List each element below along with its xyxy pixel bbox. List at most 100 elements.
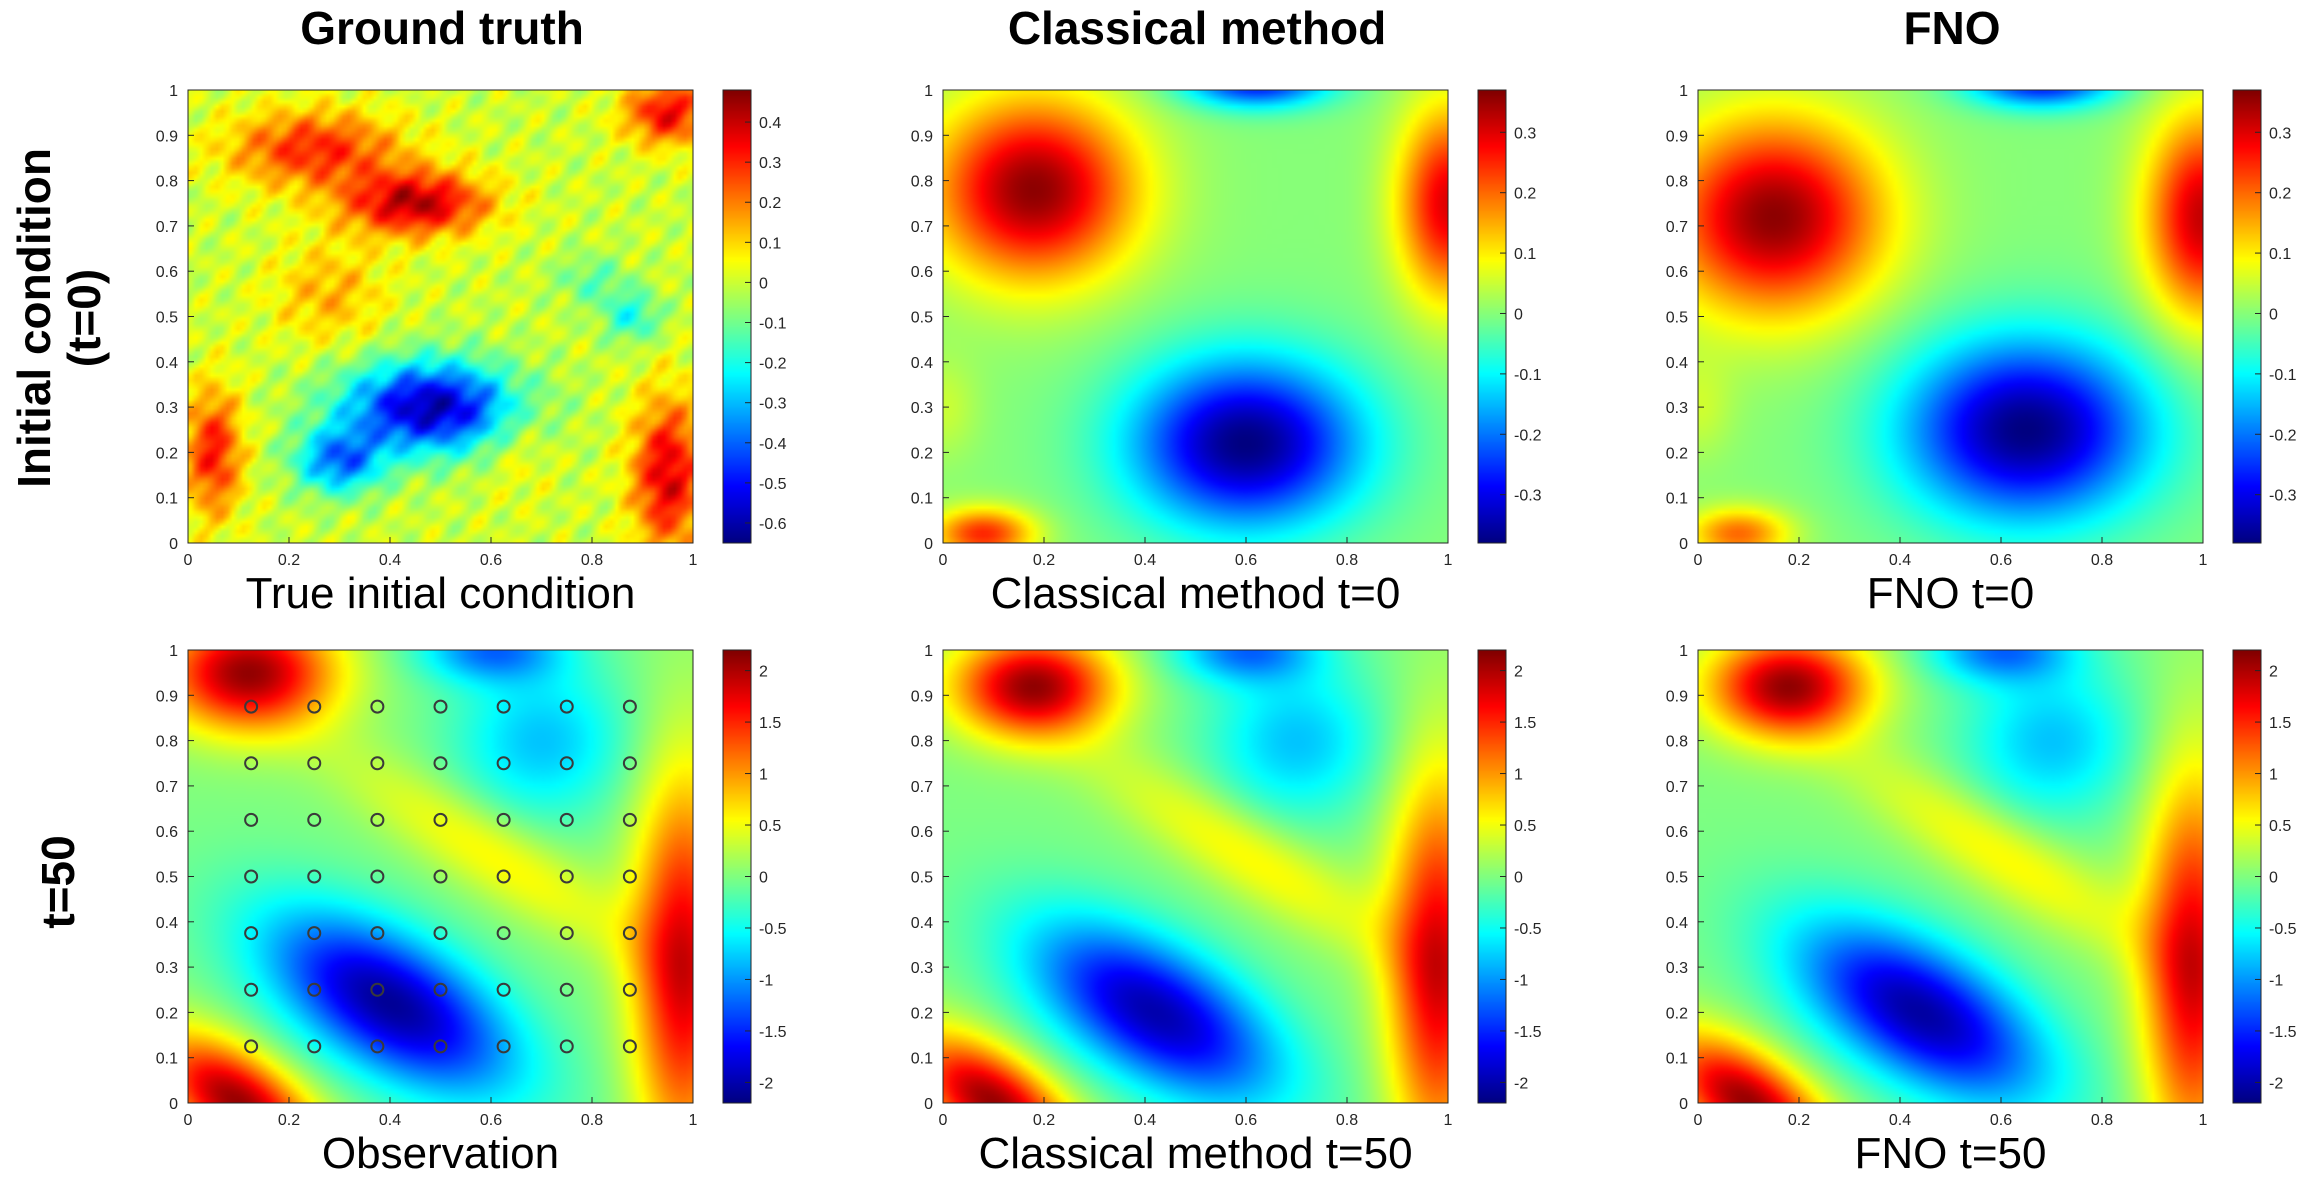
colorbar-tick-label: 0 xyxy=(1514,870,1523,887)
observation-point xyxy=(433,926,448,941)
y-tick-label: 0.6 xyxy=(1666,824,1688,841)
y-tick-label: 0.1 xyxy=(911,491,933,508)
y-tick-label: 0.1 xyxy=(1666,491,1688,508)
colorbar-tick-label: 1.5 xyxy=(1514,715,1536,732)
colorbar-tick-label: 1.5 xyxy=(759,715,781,732)
observation-point xyxy=(622,926,637,941)
colorbar-tick-label: -0.6 xyxy=(759,516,787,533)
panel-caption: True initial condition xyxy=(246,569,636,618)
y-tick-label: 0.9 xyxy=(156,688,178,705)
colorbar-tick-label: 0.1 xyxy=(759,235,781,252)
observation-point xyxy=(559,812,574,827)
colorbar-tick-label: -2 xyxy=(2269,1075,2283,1092)
y-tick-label: 0.2 xyxy=(156,445,178,462)
heatmap-p10 xyxy=(188,650,693,1103)
x-tick-label: 0.2 xyxy=(1033,1112,1055,1129)
observation-point xyxy=(433,982,448,997)
y-tick-label: 0.4 xyxy=(911,915,933,932)
colorbar-tick-label: 0.5 xyxy=(2269,818,2291,835)
y-tick-label: 0.6 xyxy=(911,824,933,841)
colorbar-tick-label: 0.1 xyxy=(1514,246,1536,263)
y-tick-label: 0.2 xyxy=(911,445,933,462)
observation-point xyxy=(622,756,637,771)
y-tick-label: 0.9 xyxy=(911,128,933,145)
observation-point xyxy=(370,869,385,884)
x-tick-label: 0 xyxy=(1694,552,1703,569)
colorbar-tick-label: 0 xyxy=(759,870,768,887)
y-tick-label: 0 xyxy=(1679,1096,1688,1113)
y-tick-label: 0.6 xyxy=(1666,264,1688,281)
colorbar-tick-label: 0 xyxy=(2269,870,2278,887)
y-tick-label: 0 xyxy=(924,1096,933,1113)
colorbar-tick-label: 2 xyxy=(2269,664,2278,681)
panel-caption: FNO t=0 xyxy=(1867,569,2035,618)
y-tick-label: 0.8 xyxy=(156,174,178,191)
observation-point xyxy=(622,812,637,827)
observation-point xyxy=(370,1039,385,1054)
x-tick-label: 0 xyxy=(184,1112,193,1129)
colorbar-tick-label: 0.5 xyxy=(759,818,781,835)
y-tick-label: 0.3 xyxy=(1666,400,1688,417)
y-tick-label: 0.8 xyxy=(911,174,933,191)
y-tick-label: 1 xyxy=(924,83,933,100)
colorbar-tick-label: -0.1 xyxy=(2269,367,2297,384)
x-tick-label: 0.4 xyxy=(1889,552,1911,569)
x-tick-label: 1 xyxy=(689,1112,698,1129)
x-tick-label: 0.8 xyxy=(581,1112,603,1129)
observation-point xyxy=(559,926,574,941)
x-tick-label: 0.4 xyxy=(1889,1112,1911,1129)
heatmap-p01 xyxy=(943,90,1448,543)
x-tick-label: 0.6 xyxy=(1235,552,1257,569)
y-tick-label: 0.2 xyxy=(911,1005,933,1022)
x-tick-label: 0.2 xyxy=(1788,552,1810,569)
column-title-classical-method: Classical method xyxy=(1008,2,1386,54)
colorbar-tick-label: 2 xyxy=(759,664,768,681)
x-tick-label: 0.8 xyxy=(2091,552,2113,569)
y-tick-label: 0.3 xyxy=(911,960,933,977)
observation-point xyxy=(496,699,511,714)
colorbar-tick-label: -1 xyxy=(2269,972,2283,989)
y-tick-label: 0 xyxy=(169,1096,178,1113)
colorbar-tick-label: 1.5 xyxy=(2269,715,2291,732)
panel-caption: Observation xyxy=(322,1129,559,1178)
colorbar-tick-label: 0.3 xyxy=(1514,125,1536,142)
panel-caption: FNO t=50 xyxy=(1855,1129,2047,1178)
y-tick-label: 0.3 xyxy=(156,400,178,417)
y-tick-label: 0.7 xyxy=(911,219,933,236)
colorbar-tick-label: -1.5 xyxy=(759,1024,787,1041)
colorbar-tick-label: -0.5 xyxy=(759,476,787,493)
row-title-t0: (t=0) xyxy=(58,269,110,367)
colorbar-tick-label: 1 xyxy=(759,767,768,784)
colorbar-tick-label: -1.5 xyxy=(2269,1024,2297,1041)
x-tick-label: 0.4 xyxy=(379,1112,401,1129)
x-tick-label: 0.8 xyxy=(2091,1112,2113,1129)
x-tick-label: 0 xyxy=(184,552,193,569)
colorbar-tick-label: -0.3 xyxy=(1514,488,1542,505)
y-tick-label: 0.6 xyxy=(911,264,933,281)
y-tick-label: 0.6 xyxy=(156,264,178,281)
y-tick-label: 0.7 xyxy=(1666,219,1688,236)
panel-caption: Classical method t=0 xyxy=(991,569,1401,618)
y-tick-label: 1 xyxy=(169,83,178,100)
heatmap-p02 xyxy=(1698,90,2203,543)
observation-point xyxy=(559,982,574,997)
y-tick-label: 0.1 xyxy=(1666,1051,1688,1068)
x-tick-label: 0.2 xyxy=(278,552,300,569)
colorbar-tick-label: 1 xyxy=(1514,767,1523,784)
colorbar-tick-label: -0.5 xyxy=(1514,921,1542,938)
y-tick-label: 0.5 xyxy=(156,870,178,887)
y-tick-label: 0.4 xyxy=(156,355,178,372)
observation-point xyxy=(559,756,574,771)
x-tick-label: 0 xyxy=(1694,1112,1703,1129)
y-tick-label: 0.6 xyxy=(156,824,178,841)
y-tick-label: 0.2 xyxy=(156,1005,178,1022)
y-tick-label: 0.1 xyxy=(911,1051,933,1068)
observation-point xyxy=(244,699,259,714)
y-tick-label: 0.2 xyxy=(1666,1005,1688,1022)
observation-point xyxy=(244,982,259,997)
observation-point xyxy=(622,869,637,884)
colorbar-tick-label: 1 xyxy=(2269,767,2278,784)
observation-point xyxy=(433,869,448,884)
colorbar xyxy=(2233,90,2261,543)
observation-point xyxy=(244,1039,259,1054)
